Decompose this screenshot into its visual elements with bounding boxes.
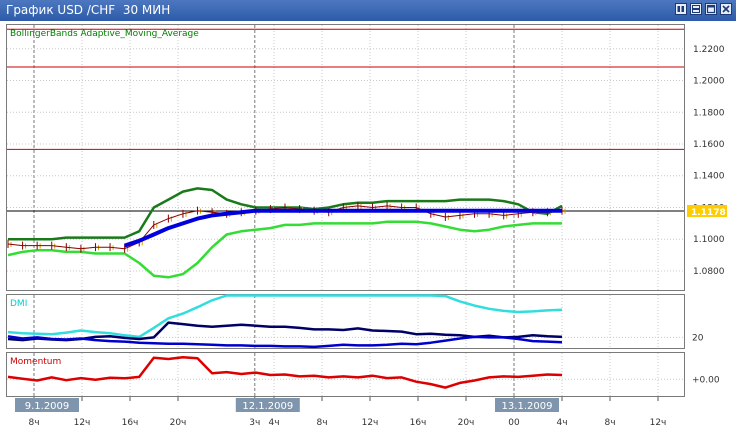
- date-label-box: [15, 398, 79, 412]
- momentum-series: [7, 356, 563, 389]
- close-button[interactable]: [720, 3, 732, 15]
- current-price-label: 1.1178: [691, 208, 726, 218]
- close-icon: [722, 5, 730, 13]
- price-tick-label: 1.1600: [693, 140, 725, 150]
- tile-button[interactable]: [690, 3, 702, 15]
- restore-button[interactable]: [675, 3, 687, 15]
- price-line: [7, 205, 563, 250]
- horizontal-levels: [7, 28, 684, 212]
- price-series: [7, 187, 566, 279]
- adaptive-ma-line: [123, 208, 562, 248]
- time-axis-labels: 8ч 12ч 16ч 20ч 3ч 4ч 8ч 12ч 16ч 20ч 00 4ч 8ч 12ч 9.1.2…: [15, 397, 666, 428]
- time-tick-label: 12ч: [362, 418, 379, 428]
- price-panel[interactable]: [6, 24, 685, 291]
- bollinger-lower-line: [7, 220, 562, 279]
- plus-di-line: [7, 294, 563, 339]
- time-tick-label: 12ч: [74, 418, 91, 428]
- date-label: 12.1.2009: [242, 401, 293, 412]
- date-label-box: [235, 398, 300, 412]
- time-tick-label: 4ч: [556, 418, 567, 428]
- time-tick-label: 3ч: [249, 418, 260, 428]
- price-tick-label: 1.1000: [693, 235, 725, 245]
- price-panel-title: BollingerBands Adaptive_Moving_Average: [10, 29, 199, 39]
- time-tick-label: 16ч: [410, 418, 427, 428]
- current-price-badge: [687, 204, 727, 217]
- momentum-line: [7, 356, 563, 389]
- dmi-series: [7, 294, 563, 349]
- price-axis: 1.22001.20001.18001.16001.14001.12001.10…: [687, 45, 727, 385]
- chart-area[interactable]: 1.22001.20001.18001.16001.14001.12001.10…: [0, 21, 736, 431]
- date-label: 13.1.2009: [502, 401, 553, 412]
- price-tick-label: 1.1800: [693, 108, 725, 118]
- time-tick-label: 00: [508, 418, 520, 428]
- time-axis: [0, 399, 736, 431]
- price-tick-label: 1.1400: [693, 172, 725, 182]
- dmi-panel[interactable]: [6, 294, 685, 349]
- time-tick-label: 8ч: [604, 418, 615, 428]
- dmi-panel-title: DMI: [10, 299, 27, 309]
- momentum-panel-title: Momentum: [10, 357, 61, 367]
- time-tick-label: 20ч: [458, 418, 475, 428]
- grid-lines: [7, 25, 684, 396]
- price-tick-label: 1.2000: [693, 77, 725, 87]
- date-label: 9.1.2009: [25, 401, 70, 412]
- restore-icon: [677, 6, 684, 12]
- time-tick-label: 20ч: [170, 418, 187, 428]
- time-tick-label: 4ч: [268, 418, 279, 428]
- time-tick-label: 8ч: [28, 418, 39, 428]
- adx-line: [7, 335, 563, 349]
- price-tick-label: 1.2200: [693, 45, 725, 55]
- title-bar[interactable]: График USD /CHF 30 МИН: [0, 0, 736, 21]
- tile-icon: [692, 5, 700, 13]
- momentum-panel[interactable]: [6, 352, 685, 397]
- window-title: График USD /CHF 30 МИН: [6, 3, 171, 17]
- maximize-button[interactable]: [705, 3, 717, 15]
- price-tick-label: 1.0800: [693, 267, 725, 277]
- time-tick-label: 12ч: [650, 418, 667, 428]
- dmi-tick-label: 20: [692, 333, 704, 343]
- date-label-box: [495, 398, 559, 412]
- time-tick-label: 8ч: [316, 418, 327, 428]
- time-tick-label: 16ч: [122, 418, 139, 428]
- momentum-tick-label: +0.00: [692, 375, 720, 385]
- maximize-icon: [706, 4, 716, 14]
